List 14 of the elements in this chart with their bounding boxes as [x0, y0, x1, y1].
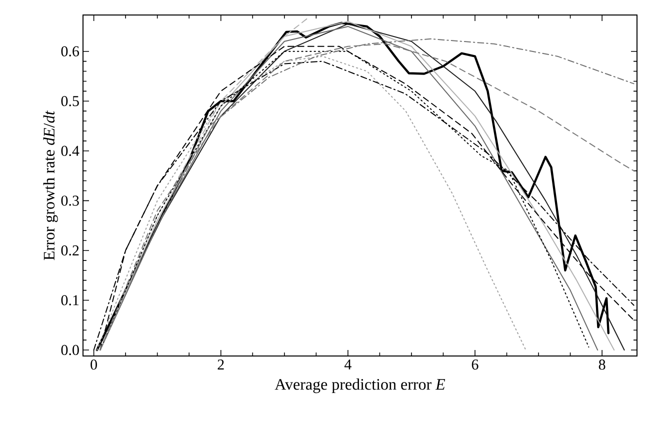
x-tick-label: 8	[598, 360, 606, 370]
x-tick-label: 2	[218, 360, 224, 370]
y-tick-label: 0.4	[61, 146, 80, 156]
x-axis-title: Average prediction error E	[274, 378, 446, 394]
y-tick-label: 0.6	[61, 46, 80, 56]
y-tick-label: 0.0	[61, 344, 79, 356]
y-tick-label: 0.1	[61, 295, 79, 306]
x-tick-label: 0	[90, 360, 97, 370]
y-tick-label: 0.3	[61, 196, 79, 206]
y-tick-label: 0.5	[61, 96, 79, 106]
x-tick-label: 4	[344, 360, 352, 370]
y-tick-label: 0.2	[61, 245, 79, 256]
y-axis-title: Error growth rate dE/dt	[43, 110, 58, 260]
x-tick-label: 6	[472, 360, 478, 370]
